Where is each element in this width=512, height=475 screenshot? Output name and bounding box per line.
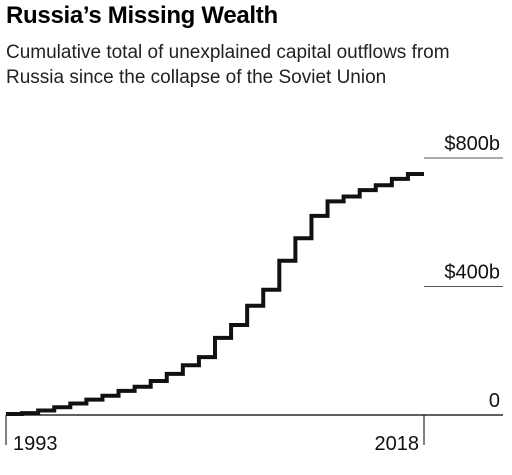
series-line	[6, 172, 424, 417]
y-tick-label: $400b	[444, 262, 500, 284]
x-tick-label: 1993	[13, 433, 58, 455]
x-tick-label: 2018	[375, 433, 420, 455]
y-tick-label: 0	[489, 390, 500, 412]
chart-title: Russia’s Missing Wealth	[6, 2, 278, 29]
y-tick-label: $800b	[444, 133, 500, 155]
chart-subtitle: Cumulative total of unexplained capital …	[6, 42, 450, 88]
